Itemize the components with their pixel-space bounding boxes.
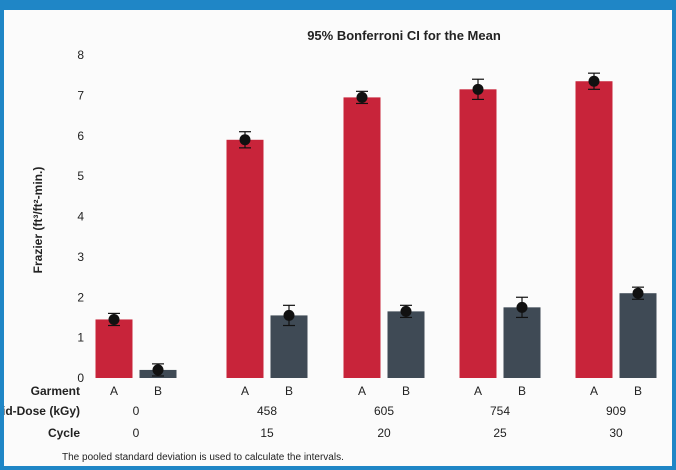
bar-chart: 95% Bonferroni CI for the Mean Frazier (…	[4, 28, 657, 463]
mean-point	[152, 364, 164, 376]
dose-label: 458	[257, 404, 277, 418]
cycle-label: 20	[377, 426, 391, 440]
y-tick-label: 5	[77, 169, 84, 183]
garment-label: B	[518, 384, 526, 398]
dose-label: 909	[606, 404, 626, 418]
y-tick-label: 6	[77, 129, 84, 143]
y-tick-label: 1	[77, 331, 84, 345]
bar-a	[95, 319, 133, 378]
bars	[95, 72, 657, 379]
bar-b	[503, 307, 541, 378]
bar-a	[343, 97, 381, 379]
bar-b	[387, 311, 425, 378]
y-tick-label: 0	[77, 371, 84, 385]
dose-label: 754	[490, 404, 510, 418]
footnote: The pooled standard deviation is used to…	[62, 452, 344, 463]
garment-label: B	[402, 384, 410, 398]
mean-point	[283, 309, 295, 321]
garment-label: B	[285, 384, 293, 398]
y-tick-label: 2	[77, 290, 84, 304]
dose-row-label: Mid-Dose (kGy)	[4, 404, 80, 418]
cycle-label: 15	[260, 426, 274, 440]
garment-label: B	[154, 384, 162, 398]
cycle-label: 0	[133, 426, 140, 440]
mean-point	[239, 134, 251, 146]
cycle-row-label: Cycle	[48, 426, 80, 440]
chart-title: 95% Bonferroni CI for the Mean	[307, 28, 501, 43]
bar-a	[575, 81, 613, 379]
garment-row-label: Garment	[31, 384, 80, 398]
bar-b	[619, 293, 657, 378]
mean-point	[400, 305, 412, 317]
y-tick-label: 8	[77, 48, 84, 62]
cycle-label: 25	[493, 426, 507, 440]
mean-point	[108, 313, 120, 325]
bar-a	[226, 139, 264, 378]
y-tick-label: 3	[77, 250, 84, 264]
y-tick-label: 4	[77, 210, 84, 224]
garment-label: A	[110, 384, 118, 398]
cycle-label: 30	[609, 426, 623, 440]
dose-label: 0	[133, 404, 140, 418]
garment-label: A	[474, 384, 482, 398]
y-axis-label: Frazier (ft³/ft²-min.)	[31, 167, 45, 274]
mean-point	[472, 83, 484, 95]
garment-label: B	[634, 384, 642, 398]
category-table: Garment Mid-Dose (kGy) Cycle AB00AB45815…	[4, 384, 642, 440]
y-tick-label: 7	[77, 88, 84, 102]
bar-a	[459, 89, 497, 378]
dose-label: 605	[374, 404, 394, 418]
garment-label: A	[358, 384, 366, 398]
mean-point	[632, 287, 644, 299]
mean-point	[588, 75, 600, 87]
mean-point	[356, 91, 368, 103]
mean-point	[516, 301, 528, 313]
y-axis: 0 1 2 3 4 5 6 7 8	[77, 48, 84, 385]
garment-label: A	[590, 384, 598, 398]
garment-label: A	[241, 384, 249, 398]
